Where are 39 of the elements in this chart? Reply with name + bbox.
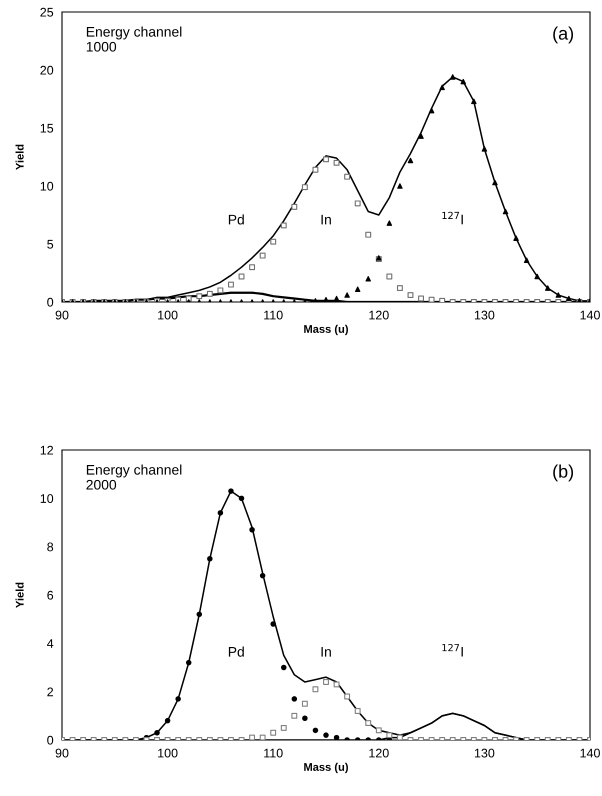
annotation: In xyxy=(321,647,331,657)
annotation: Energy channel 1000 xyxy=(86,26,182,52)
x-tick-label: 140 xyxy=(580,748,600,758)
text: (b) xyxy=(553,464,574,482)
text: (a) xyxy=(553,26,574,44)
x-tick-label: 110 xyxy=(264,310,283,320)
x-tick-label: 120 xyxy=(369,748,389,758)
y-tick-label: 0 xyxy=(47,736,54,745)
y-tick-label: 4 xyxy=(47,639,54,648)
x-axis-title: Mass (u) xyxy=(304,762,348,774)
annotation: $^{127}$I xyxy=(442,644,463,656)
y-tick-label: 10 xyxy=(40,182,54,191)
y-tick-label: 0 xyxy=(47,298,54,307)
y-axis-title: Yield xyxy=(16,144,24,170)
y-tick-label: 25 xyxy=(40,8,54,17)
x-tick-label: 110 xyxy=(264,748,283,758)
y-tick-label: 15 xyxy=(40,124,54,133)
y-tick-label: 6 xyxy=(47,590,54,600)
y-tick-label: 2 xyxy=(47,687,54,696)
x-tick-label: 100 xyxy=(158,748,178,758)
annotation: Energy channel 2000 xyxy=(86,464,182,490)
x-tick-label: 130 xyxy=(474,748,494,758)
y-tick-label: 20 xyxy=(40,66,54,75)
annotation: Pd xyxy=(228,214,244,225)
x-tick-label: 130 xyxy=(474,310,494,320)
x-tick-label: 90 xyxy=(56,748,68,758)
annotation: $^{127}$I xyxy=(442,212,463,224)
annotation: In xyxy=(321,214,331,224)
y-tick-label: 12 xyxy=(40,446,54,455)
annotation: Pd xyxy=(228,646,244,657)
y-tick-label: 5 xyxy=(47,240,54,249)
x-tick-label: 100 xyxy=(158,310,178,320)
y-tick-label: 10 xyxy=(40,494,54,503)
y-axis-title: Yield xyxy=(16,582,24,608)
y-tick-label: 8 xyxy=(47,542,54,552)
x-tick-label: 90 xyxy=(56,310,68,320)
x-axis-title: Mass (u) xyxy=(304,324,348,336)
x-tick-label: 120 xyxy=(369,310,389,320)
x-tick-label: 140 xyxy=(580,310,600,320)
